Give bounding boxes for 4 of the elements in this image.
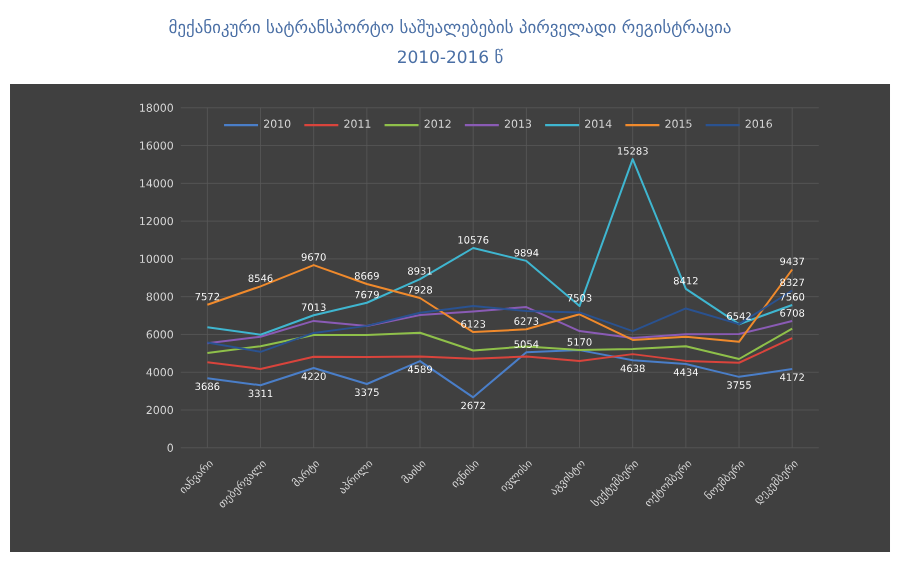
line-series bbox=[206, 337, 794, 370]
chart-title: მექანიკური სატრანსპორტო საშუალებების პირველადი რეგისტრაცია bbox=[169, 18, 731, 38]
chart-subtitle: 2010-2016 წ bbox=[398, 48, 503, 64]
line-series bbox=[206, 327, 794, 360]
